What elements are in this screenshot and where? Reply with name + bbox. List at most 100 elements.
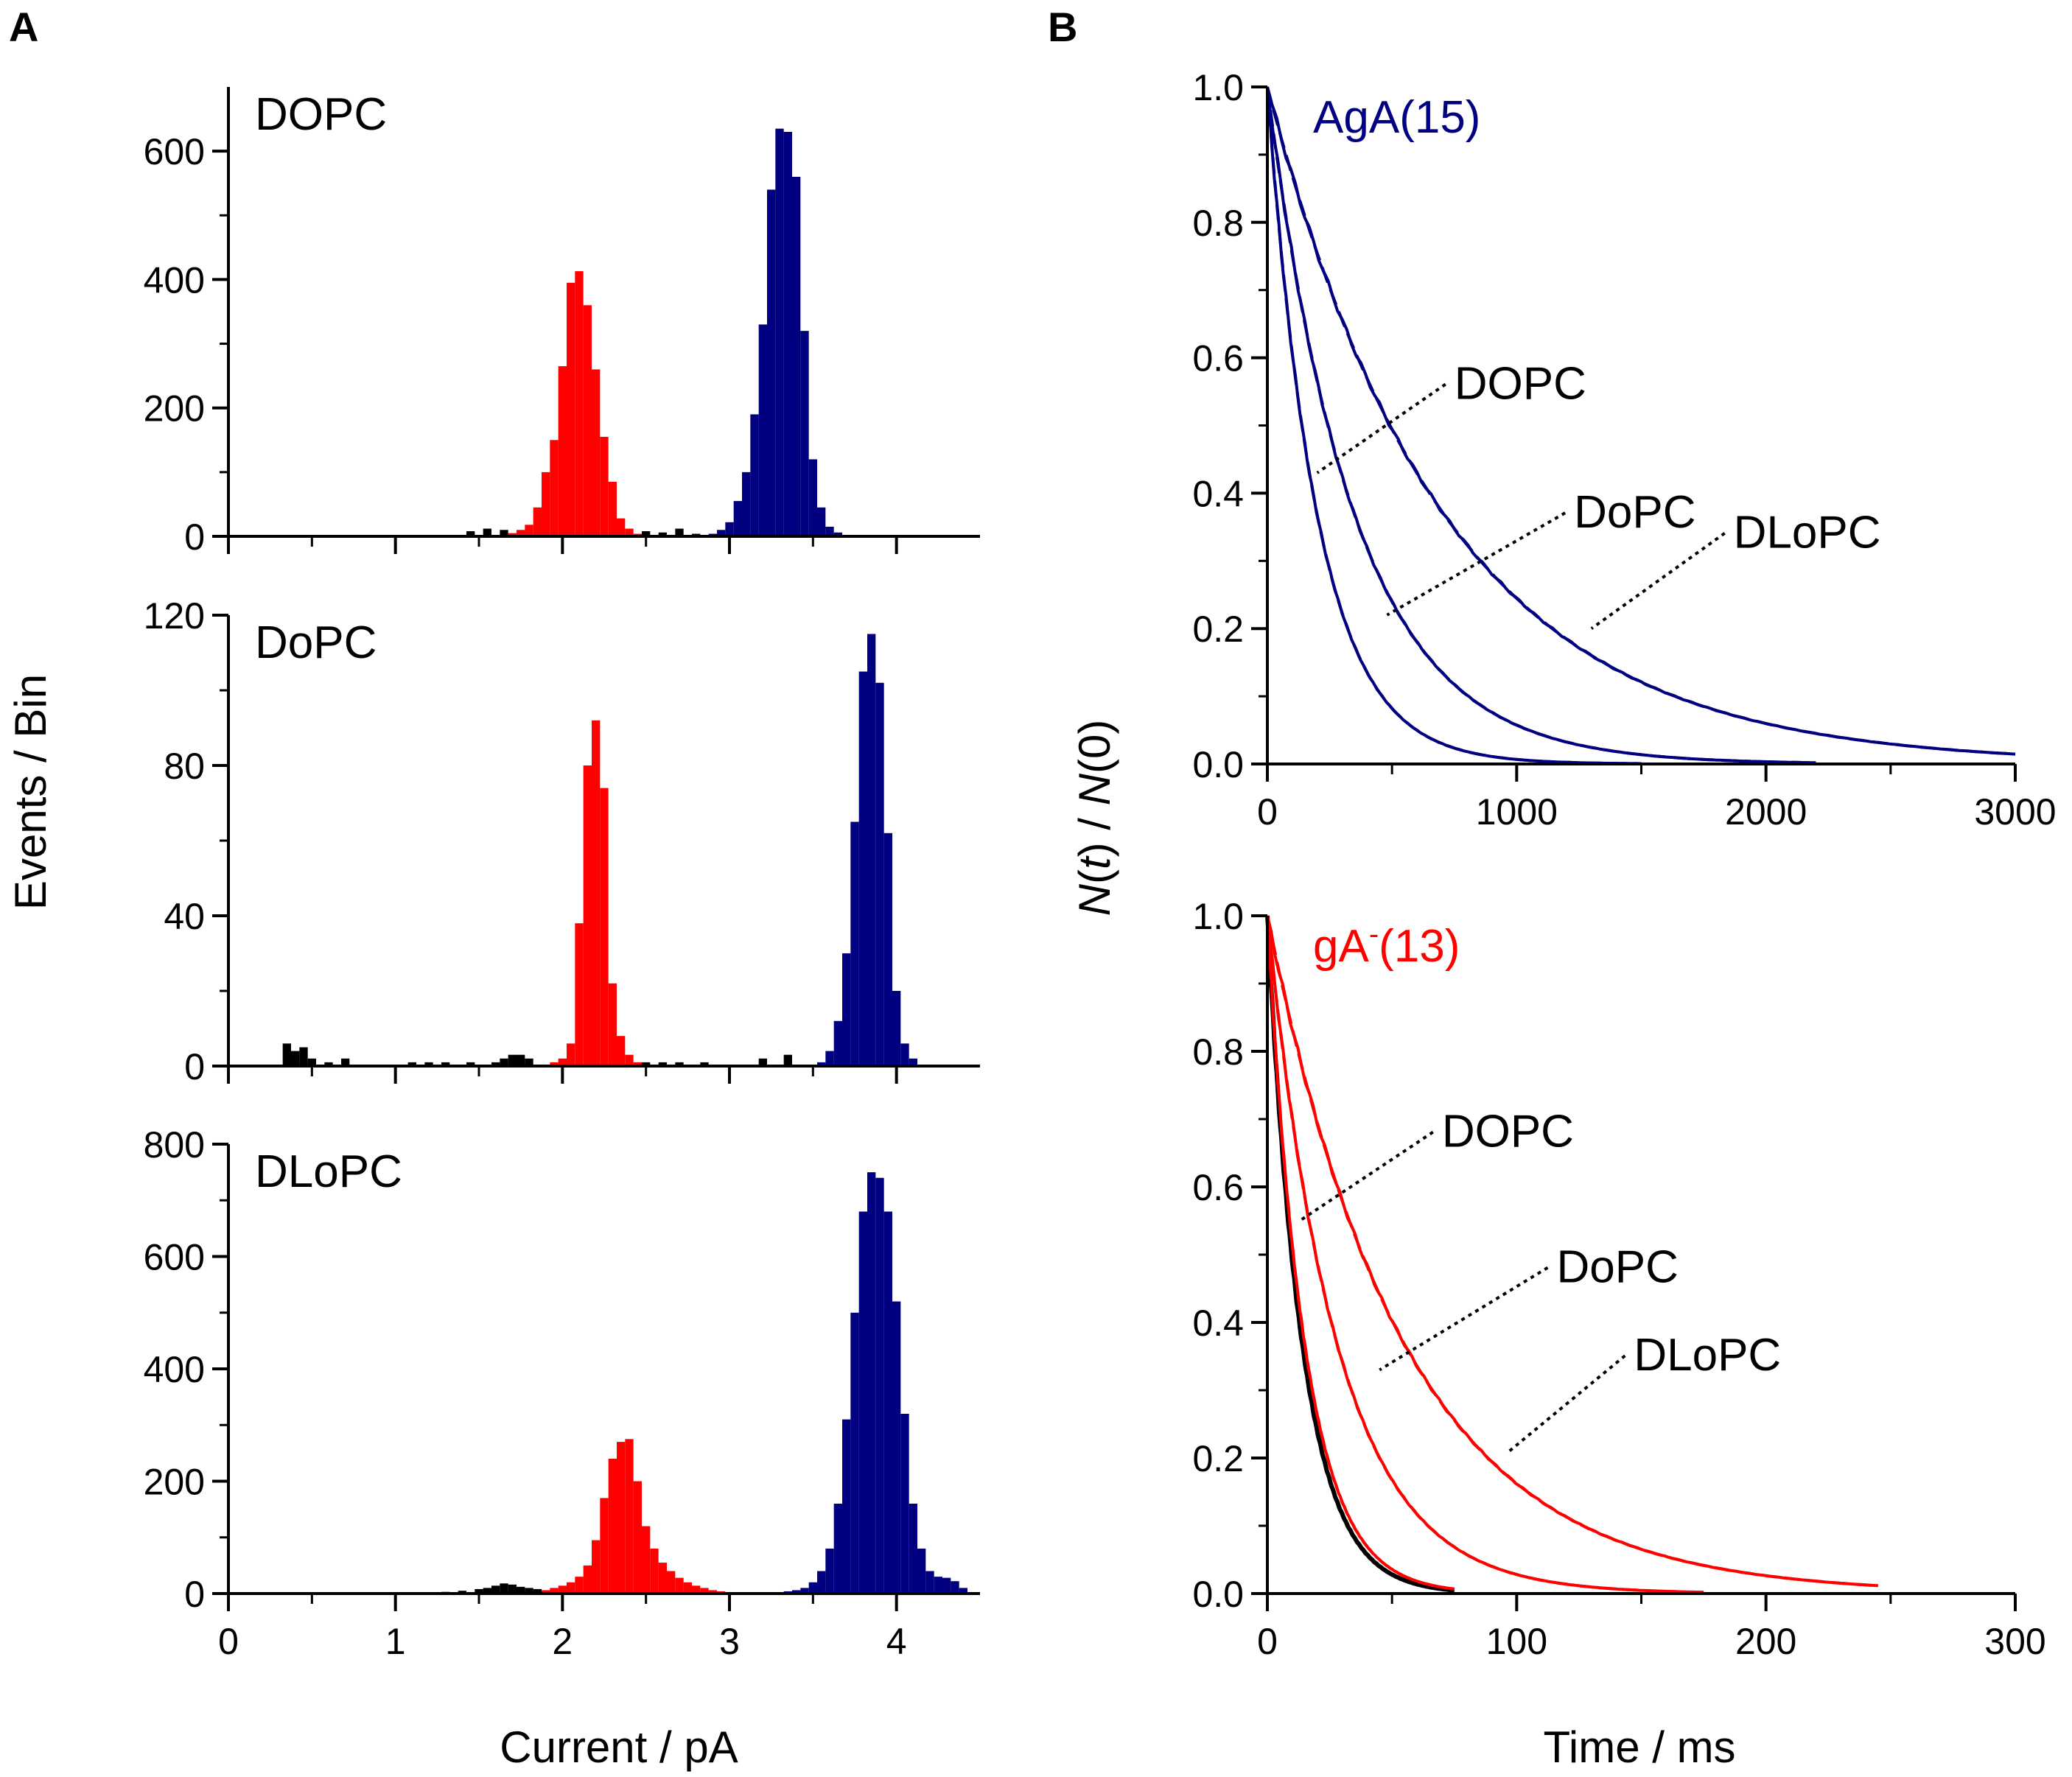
histogram-bar-aga15 (725, 522, 734, 536)
histogram-bar-aga15 (909, 1504, 917, 1594)
histogram-bar-aga15 (842, 1419, 851, 1594)
y-tick-label: 600 (144, 1237, 205, 1278)
y-tick-label: 400 (144, 1349, 205, 1390)
histogram-dlopc: 0 200 400 600 800 0 1 2 3 4 DLoPC (144, 1124, 980, 1662)
histogram-bar-ga13 (592, 369, 601, 536)
subplot-title: AgA(15) (1313, 92, 1480, 143)
decay-curve-dopc (1266, 86, 1816, 765)
histogram-bar-aga15 (900, 1414, 909, 1594)
histogram-bar-aga15 (850, 1312, 859, 1594)
y-tick-label: 0.8 (1192, 203, 1244, 244)
histogram-bar-ga13 (600, 436, 609, 536)
histogram-bar-ga13 (683, 1582, 692, 1594)
histogram-bar-aga15 (942, 1577, 951, 1594)
histogram-bar-background (658, 532, 667, 536)
annotation-label-dopc: DoPC (1556, 1242, 1678, 1293)
histogram-bar-background (491, 1062, 500, 1066)
histogram-bar-aga15 (951, 1581, 959, 1594)
histogram-bar-aga15 (909, 1058, 917, 1066)
histogram-bar-background (525, 1058, 533, 1066)
histogram-bar-background (407, 1062, 416, 1066)
histogram-bar-aga15 (800, 1588, 809, 1594)
x-tick-label: 4 (886, 1621, 907, 1662)
histogram-bar-ga13 (583, 765, 592, 1066)
annotation-label-dlopc: DLoPC (1734, 508, 1881, 558)
histogram-bar-background (517, 1586, 525, 1594)
histogram-bar-aga15 (883, 1211, 892, 1594)
decay-curve-black (1265, 915, 1455, 1593)
histogram-bar-ga13 (583, 305, 592, 536)
histogram-bar-aga15 (925, 1571, 934, 1594)
histogram-bar-ga13 (517, 530, 525, 536)
x-tick-label: 0 (1257, 791, 1278, 833)
histogram-bar-background (483, 528, 491, 536)
histogram-bar-ga13 (617, 1036, 626, 1066)
histogram-bar-aga15 (717, 530, 726, 536)
histogram-bar-ga13 (558, 1585, 567, 1594)
histogram-bar-aga15 (934, 1577, 942, 1594)
y-tick-label: 0.2 (1192, 1438, 1244, 1479)
annotation-leader-dopc (1316, 382, 1446, 474)
histogram-bar-background (500, 1058, 508, 1066)
y-tick-label: 1.0 (1192, 896, 1244, 937)
histogram-bar-ga13 (600, 788, 609, 1066)
histogram-dopc-short: 0 40 80 120 DoPC (144, 595, 980, 1087)
x-tick-label: 0 (218, 1621, 239, 1662)
histogram-bar-background (491, 1585, 500, 1594)
histogram-bar-aga15 (858, 1211, 867, 1594)
histogram-bar-ga13 (675, 1577, 684, 1594)
annotation-leader-dlopc (1508, 1354, 1626, 1453)
histogram-bar-background (282, 1043, 291, 1066)
histogram-bar-aga15 (783, 132, 792, 536)
histogram-bar-ga13 (625, 528, 634, 536)
histogram-bar-ga13 (642, 1526, 651, 1594)
histogram-bar-background (517, 1054, 525, 1066)
histogram-bar-aga15 (917, 1549, 926, 1594)
annotation-label-dlopc: DLoPC (1634, 1330, 1781, 1381)
histogram-bar-background (466, 531, 475, 536)
y-tick-label: 0 (184, 1046, 205, 1087)
histogram-bar-aga15 (959, 1588, 967, 1594)
y-tick-label: 0.4 (1192, 1303, 1244, 1344)
histogram-bar-ga13 (667, 1571, 676, 1594)
histogram-bar-ga13 (525, 525, 533, 536)
x-tick-label: 2 (552, 1621, 573, 1662)
histogram-bar-aga15 (833, 532, 842, 536)
histogram-bar-aga15 (892, 991, 901, 1066)
histogram-bar-background (475, 1588, 483, 1594)
histogram-bar-ga13 (608, 983, 617, 1066)
y-tick-label: 0.4 (1192, 473, 1244, 514)
histogram-bar-background (783, 1054, 792, 1066)
histogram-bar-aga15 (867, 1172, 876, 1594)
histogram-bar-ga13 (575, 923, 584, 1066)
histogram-bar-aga15 (883, 833, 892, 1066)
histogram-bar-ga13 (625, 1439, 634, 1594)
y-tick-label: 600 (144, 131, 205, 172)
histogram-bar-aga15 (750, 414, 759, 536)
histogram-bar-background (675, 1062, 684, 1066)
histogram-bar-background (700, 1062, 709, 1066)
histogram-bar-aga15 (733, 501, 742, 536)
histogram-bar-ga13 (567, 282, 575, 536)
histogram-bar-ga13 (567, 1043, 575, 1066)
histogram-bar-aga15 (817, 1062, 826, 1066)
histogram-bar-ga13 (633, 1481, 642, 1594)
histogram-bar-ga13 (583, 1565, 592, 1594)
y-tick-label: 120 (144, 595, 205, 637)
y-tick-label: 0 (184, 1574, 205, 1615)
histogram-bar-background (466, 1062, 475, 1066)
subplot-title-sup: - (1369, 918, 1379, 950)
histogram-bar-ga13 (508, 533, 517, 536)
panel-b-x-axis-label: Time / ms (1543, 1722, 1735, 1772)
histogram-bar-aga15 (817, 1571, 826, 1594)
y-tick-label: 1.0 (1192, 67, 1244, 108)
x-tick-label: 0 (1257, 1621, 1278, 1662)
y-tick-label: 200 (144, 1462, 205, 1503)
histogram-bar-background (525, 1588, 533, 1594)
x-tick-label: 100 (1486, 1621, 1547, 1662)
decay-curve-dlopc (1266, 86, 2016, 756)
histogram-bar-background (658, 1062, 667, 1066)
annotation-leader-dlopc (1590, 532, 1726, 630)
